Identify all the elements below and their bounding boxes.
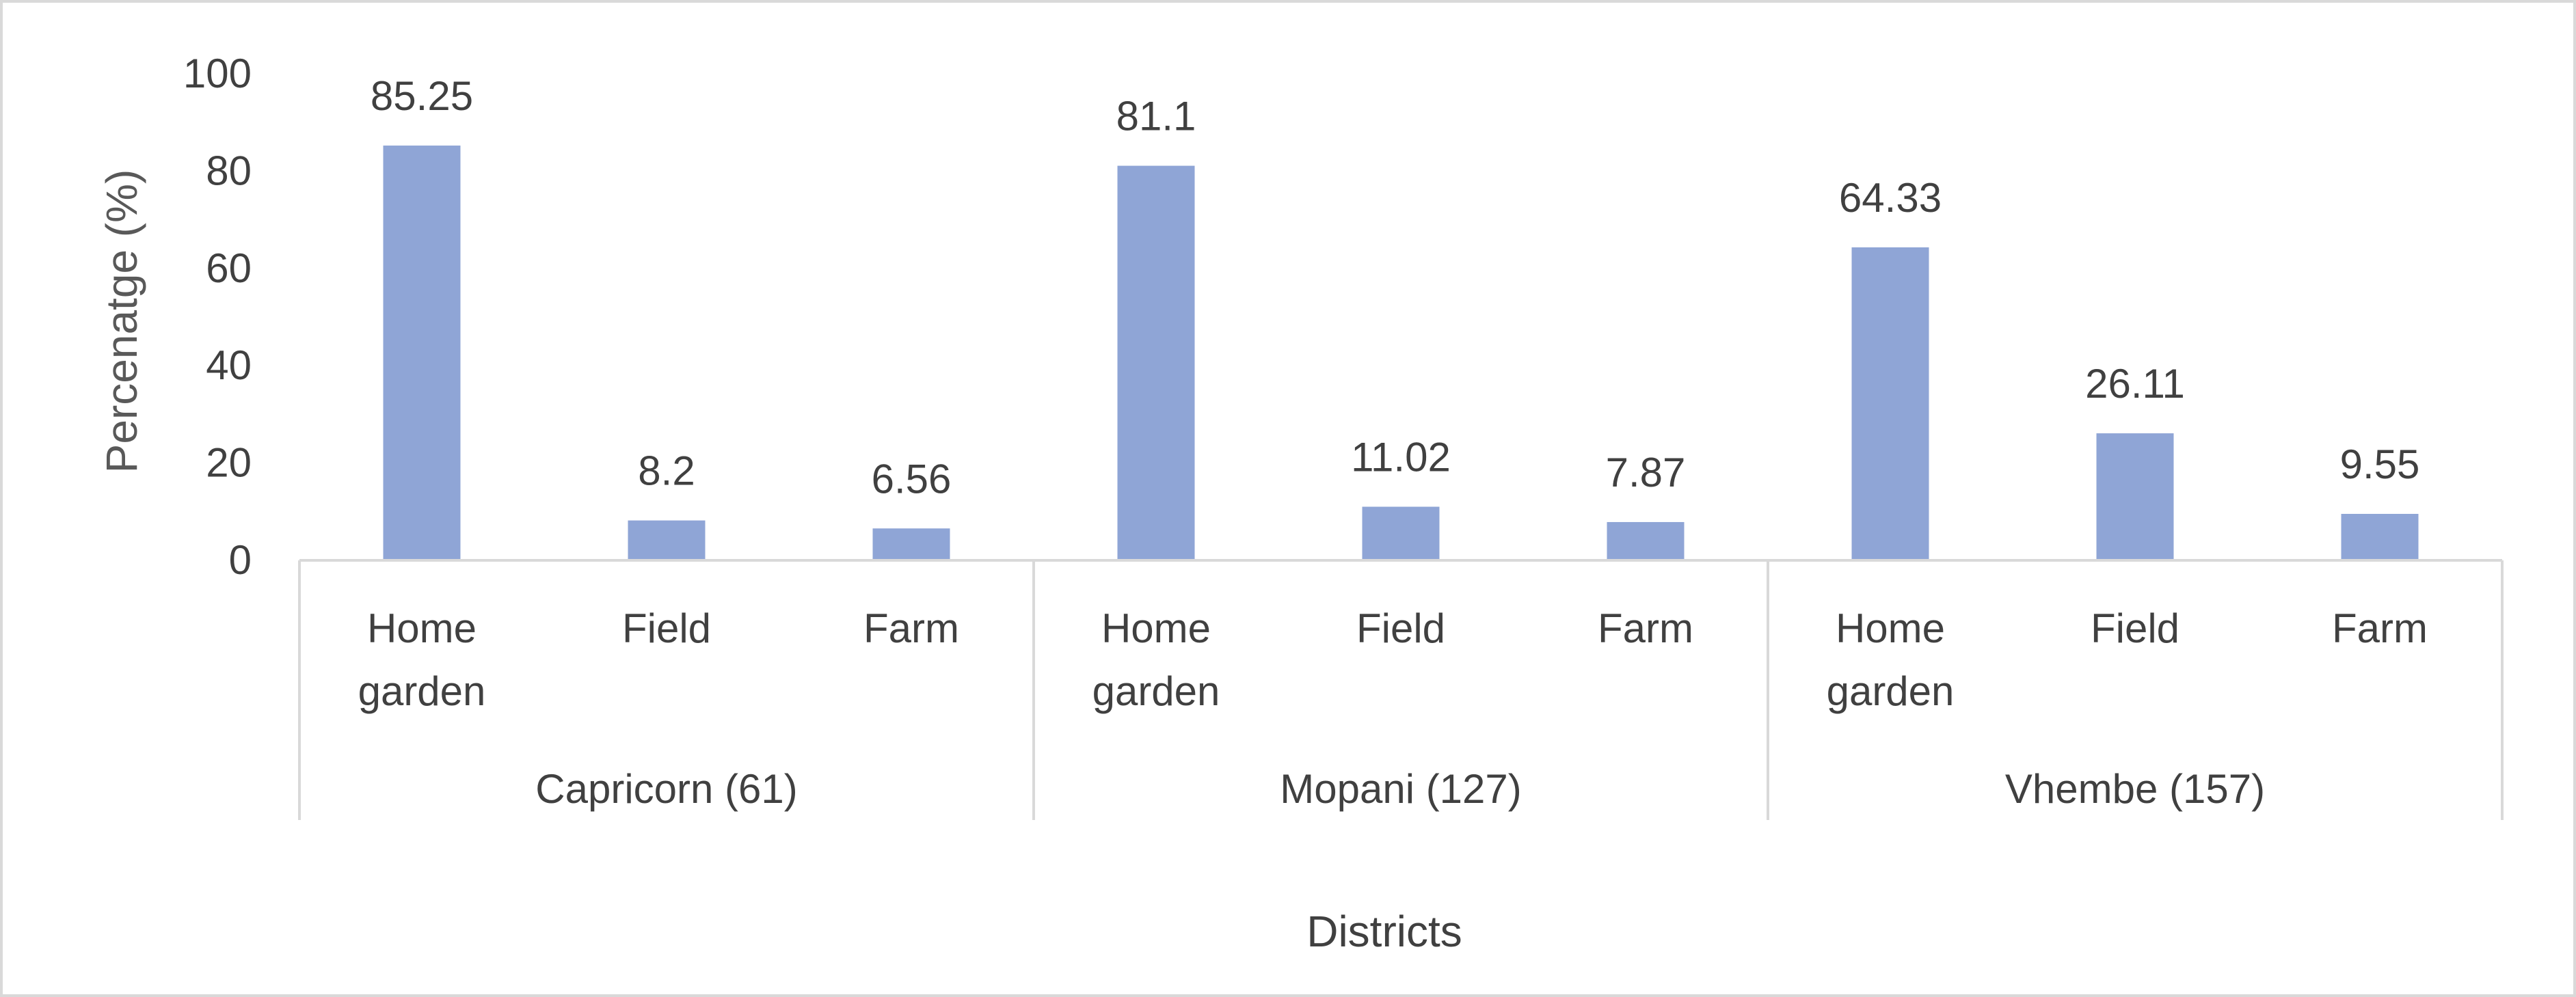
bars-layer: 85.25 8.2 6.56 81.1 11.02 7.87 64.33 26.11 9.55: [371, 73, 2419, 560]
bar: [628, 520, 706, 560]
y-axis: 0 20 40 60 80 100: [183, 51, 252, 583]
bar: [872, 528, 950, 560]
data-label: 7.87: [1606, 450, 1686, 495]
bar: [2096, 433, 2174, 560]
data-label: 9.55: [2340, 441, 2420, 487]
bar: [1117, 165, 1195, 560]
group-label: Mopani (127): [1280, 766, 1522, 812]
category-label: Farm: [1598, 605, 1693, 651]
y-tick-label: 80: [206, 148, 252, 193]
y-tick-label: 40: [206, 342, 252, 388]
group-label: Vhembe (157): [2005, 766, 2265, 812]
y-tick-label: 20: [206, 440, 252, 486]
category-label: Home: [367, 605, 477, 651]
x-axis-title: Districts: [1306, 907, 1462, 956]
category-label: garden: [1092, 668, 1220, 714]
data-label: 81.1: [1116, 94, 1196, 139]
category-label: Field: [2091, 605, 2179, 651]
category-label: Farm: [863, 605, 959, 651]
category-label: Farm: [2332, 605, 2428, 651]
y-tick-label: 60: [206, 245, 252, 291]
category-label: garden: [1827, 668, 1955, 714]
bar: [1607, 521, 1685, 560]
data-label: 26.11: [2085, 361, 2185, 407]
data-label: 11.02: [1351, 435, 1451, 480]
category-label: Field: [1356, 605, 1445, 651]
bar: [2341, 514, 2419, 560]
data-label: 6.56: [872, 456, 952, 502]
data-label: 8.2: [638, 448, 695, 494]
category-label: Home: [1836, 605, 1945, 651]
data-label: 64.33: [1839, 175, 1942, 221]
y-tick-label: 0: [229, 537, 252, 583]
x-axis: Home garden Field Farm Capricorn (61) Home gar…: [298, 559, 2504, 820]
y-tick-label: 100: [183, 51, 252, 96]
y-axis-title: Percenatge (%): [97, 169, 146, 474]
category-label: Home: [1101, 605, 1211, 651]
category-label: Field: [622, 605, 711, 651]
category-label: garden: [358, 668, 486, 714]
data-label: 85.25: [371, 73, 473, 119]
bar: [1851, 247, 1929, 560]
bar: [1362, 506, 1440, 560]
bar: [383, 146, 461, 560]
group-label: Capricorn (61): [535, 766, 797, 812]
